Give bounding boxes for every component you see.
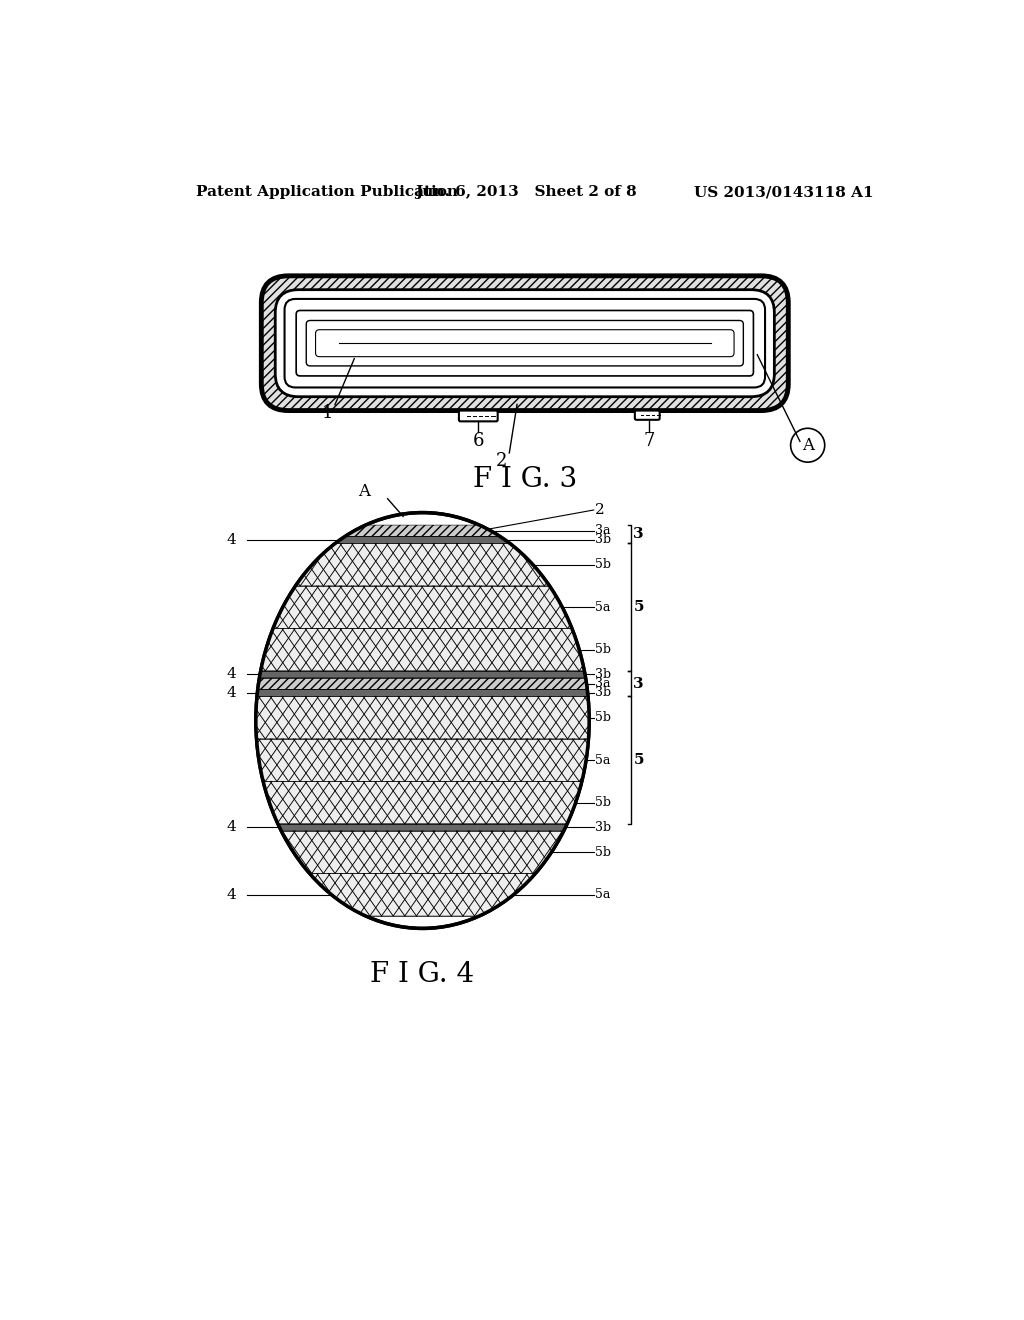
Ellipse shape (256, 512, 589, 928)
Text: 5b: 5b (595, 711, 611, 725)
Text: 5b: 5b (595, 846, 611, 859)
Polygon shape (346, 525, 499, 536)
Text: A: A (802, 437, 814, 454)
Text: A: A (358, 483, 371, 499)
Text: Patent Application Publication: Patent Application Publication (197, 185, 458, 199)
Text: 4: 4 (226, 686, 236, 700)
FancyBboxPatch shape (459, 411, 498, 421)
Polygon shape (310, 874, 535, 916)
Text: 5b: 5b (595, 643, 611, 656)
Text: 7: 7 (643, 433, 654, 450)
FancyBboxPatch shape (635, 411, 659, 420)
Polygon shape (260, 671, 586, 678)
Text: 3: 3 (633, 527, 644, 541)
Text: 5a: 5a (595, 754, 610, 767)
Text: 3: 3 (633, 677, 644, 690)
Polygon shape (261, 628, 584, 671)
Text: 4: 4 (226, 887, 236, 902)
Text: 3b: 3b (595, 686, 611, 700)
Polygon shape (263, 781, 582, 824)
Text: US 2013/0143118 A1: US 2013/0143118 A1 (693, 185, 873, 199)
Text: 5a: 5a (595, 888, 610, 902)
Text: 5b: 5b (595, 558, 611, 572)
Text: 3b: 3b (595, 533, 611, 546)
Text: 2: 2 (496, 451, 507, 470)
Text: 2: 2 (595, 503, 605, 517)
Polygon shape (258, 678, 587, 689)
FancyBboxPatch shape (261, 276, 788, 411)
Text: 5b: 5b (595, 796, 611, 809)
Text: 4: 4 (226, 821, 236, 834)
Text: 3b: 3b (595, 821, 611, 834)
Text: 5a: 5a (595, 601, 610, 614)
Text: F I G. 4: F I G. 4 (371, 961, 474, 989)
Text: 5: 5 (633, 601, 644, 614)
Text: 3a: 3a (595, 677, 611, 690)
Text: 4: 4 (226, 668, 236, 681)
Polygon shape (282, 832, 563, 874)
Text: 4: 4 (226, 533, 236, 546)
Polygon shape (279, 824, 566, 832)
Text: 6: 6 (472, 433, 484, 450)
Text: F I G. 3: F I G. 3 (473, 466, 577, 494)
Polygon shape (257, 689, 588, 697)
Text: 3a: 3a (595, 524, 611, 537)
Polygon shape (256, 697, 589, 739)
Text: 5: 5 (633, 754, 644, 767)
Polygon shape (336, 536, 509, 544)
Text: 1: 1 (322, 404, 333, 421)
Polygon shape (296, 544, 549, 586)
Text: 3b: 3b (595, 668, 611, 681)
Text: Jun. 6, 2013   Sheet 2 of 8: Jun. 6, 2013 Sheet 2 of 8 (415, 185, 637, 199)
Polygon shape (257, 739, 588, 781)
Polygon shape (273, 586, 571, 628)
FancyBboxPatch shape (275, 289, 774, 397)
